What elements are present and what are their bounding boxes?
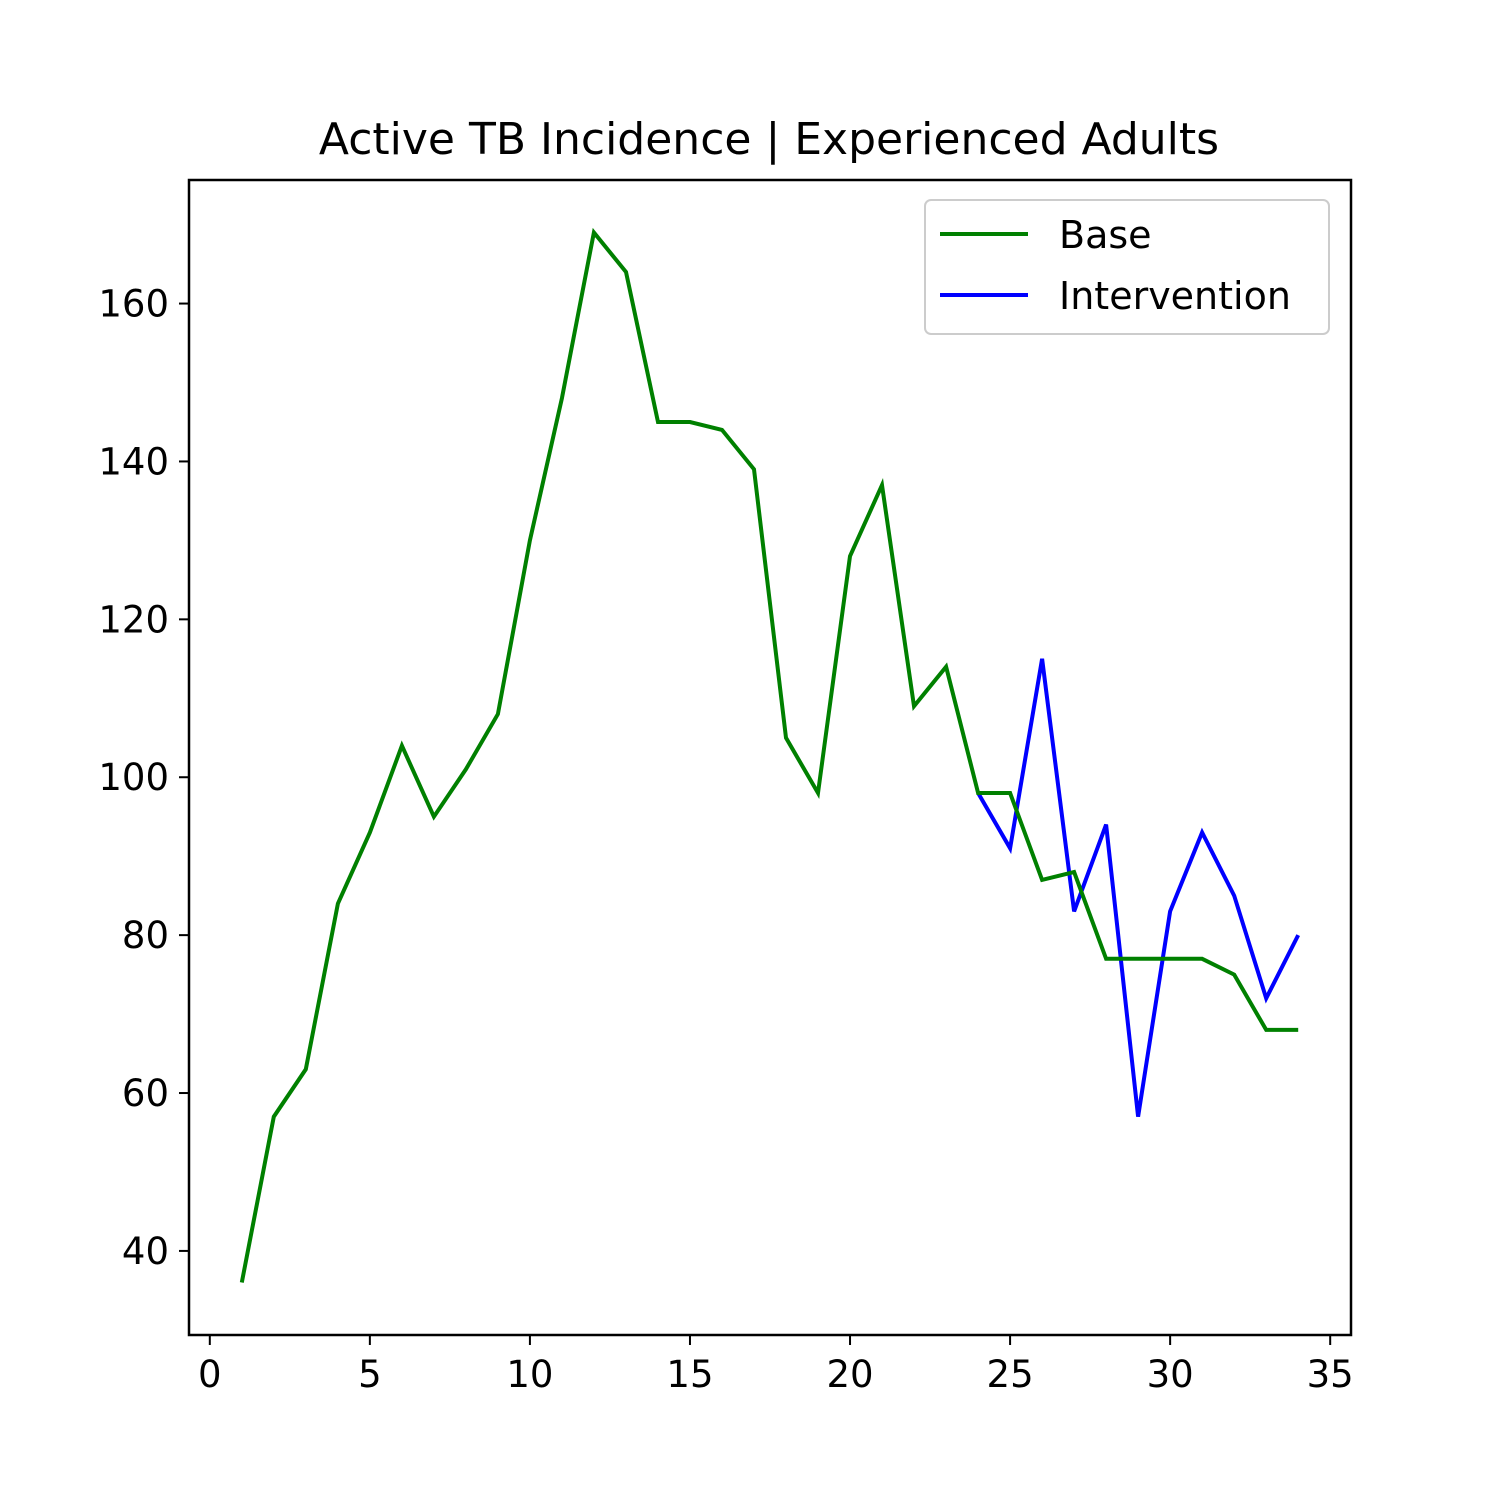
y-tick-label: 160	[98, 283, 169, 326]
y-axis: 40 60 80 100 120 140 160	[98, 283, 189, 1273]
series-line-base	[239, 227, 1299, 1283]
x-tick-label: 30	[1147, 1353, 1194, 1396]
x-tick-label: 5	[358, 1353, 382, 1396]
series-lines	[239, 227, 1300, 1283]
x-axis: 0 5 10 15 20 25 30 35	[198, 1335, 1354, 1396]
legend: Base Intervention	[924, 199, 1330, 335]
x-tick-label: 10	[506, 1353, 553, 1396]
y-tick-label: 60	[122, 1072, 169, 1115]
legend-label-intervention: Intervention	[1059, 274, 1291, 318]
x-tick-label: 20	[826, 1353, 873, 1396]
x-tick-label: 15	[666, 1353, 713, 1396]
y-tick-label: 120	[98, 598, 169, 641]
series-line-intervention	[976, 658, 1300, 1118]
y-tick-label: 100	[98, 756, 169, 799]
legend-label-base: Base	[1059, 213, 1152, 257]
x-tick-label: 35	[1307, 1353, 1354, 1396]
x-tick-label: 0	[198, 1353, 222, 1396]
x-tick-label: 25	[987, 1353, 1034, 1396]
axes-frame	[187, 178, 1353, 1337]
y-tick-label: 80	[122, 914, 169, 957]
y-tick-label: 40	[122, 1230, 169, 1273]
y-tick-label: 140	[98, 440, 169, 483]
chart-title: Active TB Incidence | Experienced Adults	[319, 114, 1219, 165]
